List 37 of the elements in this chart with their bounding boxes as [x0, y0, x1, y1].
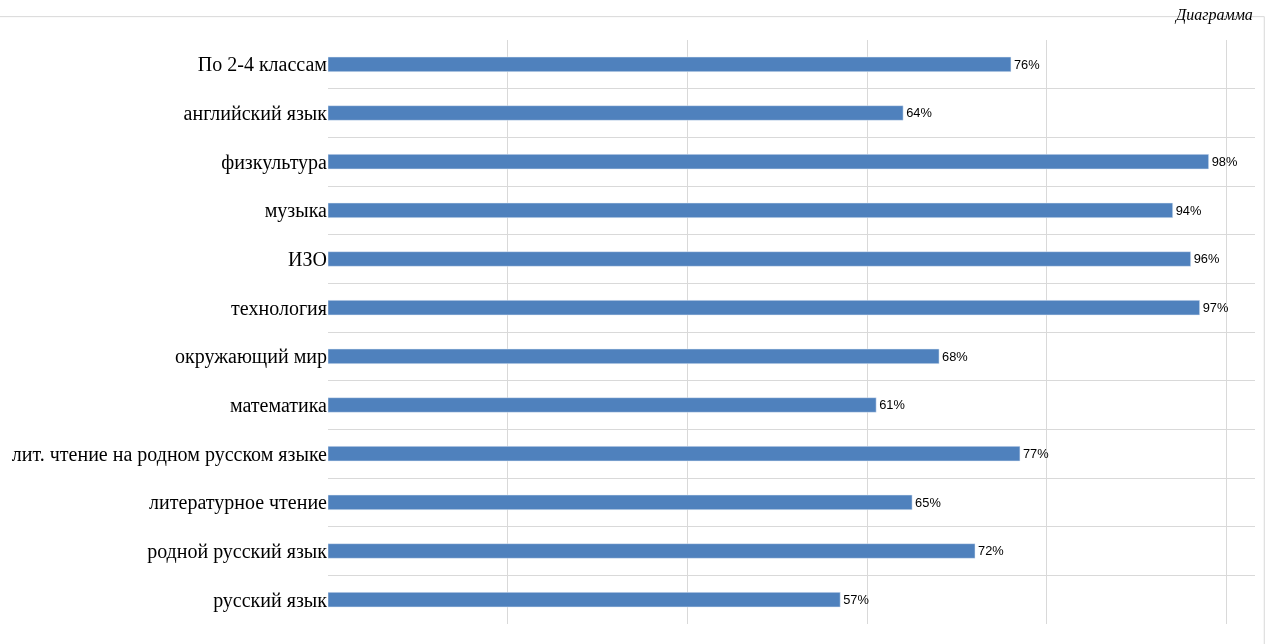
- y-tick-label: математика: [229, 394, 328, 416]
- data-label: 72%: [978, 543, 1004, 559]
- data-label: 61%: [879, 397, 905, 413]
- bar: [328, 348, 940, 364]
- bar: [328, 543, 976, 559]
- bar: [328, 105, 904, 121]
- bar: [328, 446, 1021, 462]
- bar: [328, 397, 877, 413]
- y-tick-label: родной русский язык: [147, 540, 328, 563]
- bar: [328, 154, 1209, 170]
- text: Диаграмма: [1174, 6, 1253, 24]
- data-label: 68%: [942, 348, 968, 364]
- y-tick-label: русский язык: [213, 588, 328, 612]
- y-tick-label: По 2-4 классам: [197, 53, 328, 76]
- data-label: 64%: [906, 105, 932, 121]
- data-label: 65%: [915, 494, 941, 510]
- bar: [328, 494, 913, 510]
- data-label: 97%: [1202, 300, 1229, 316]
- data-label: 76%: [1013, 56, 1040, 72]
- y-tick-label: технология: [231, 296, 327, 319]
- bar: [328, 56, 1012, 72]
- data-label: 57%: [843, 592, 869, 608]
- data-label: 94%: [1175, 202, 1202, 218]
- data-label: 98%: [1211, 154, 1238, 170]
- data-label: 77%: [1022, 446, 1049, 462]
- y-tick-label: английский язык: [183, 102, 328, 124]
- bar: [328, 251, 1191, 267]
- y-tick-label: лит. чтение на родном русском языке: [11, 442, 328, 466]
- y-tick-label: окружающий мир: [175, 345, 327, 369]
- data-label: 96%: [1193, 251, 1220, 267]
- y-tick-label: литературное чтение: [149, 491, 328, 515]
- bar: [328, 202, 1173, 218]
- y-tick-label: ИЗО: [288, 248, 327, 270]
- y-tick-label: музыка: [264, 199, 328, 223]
- y-tick-label: физкультура: [221, 150, 328, 174]
- bar: [328, 592, 841, 608]
- bar: [328, 300, 1200, 316]
